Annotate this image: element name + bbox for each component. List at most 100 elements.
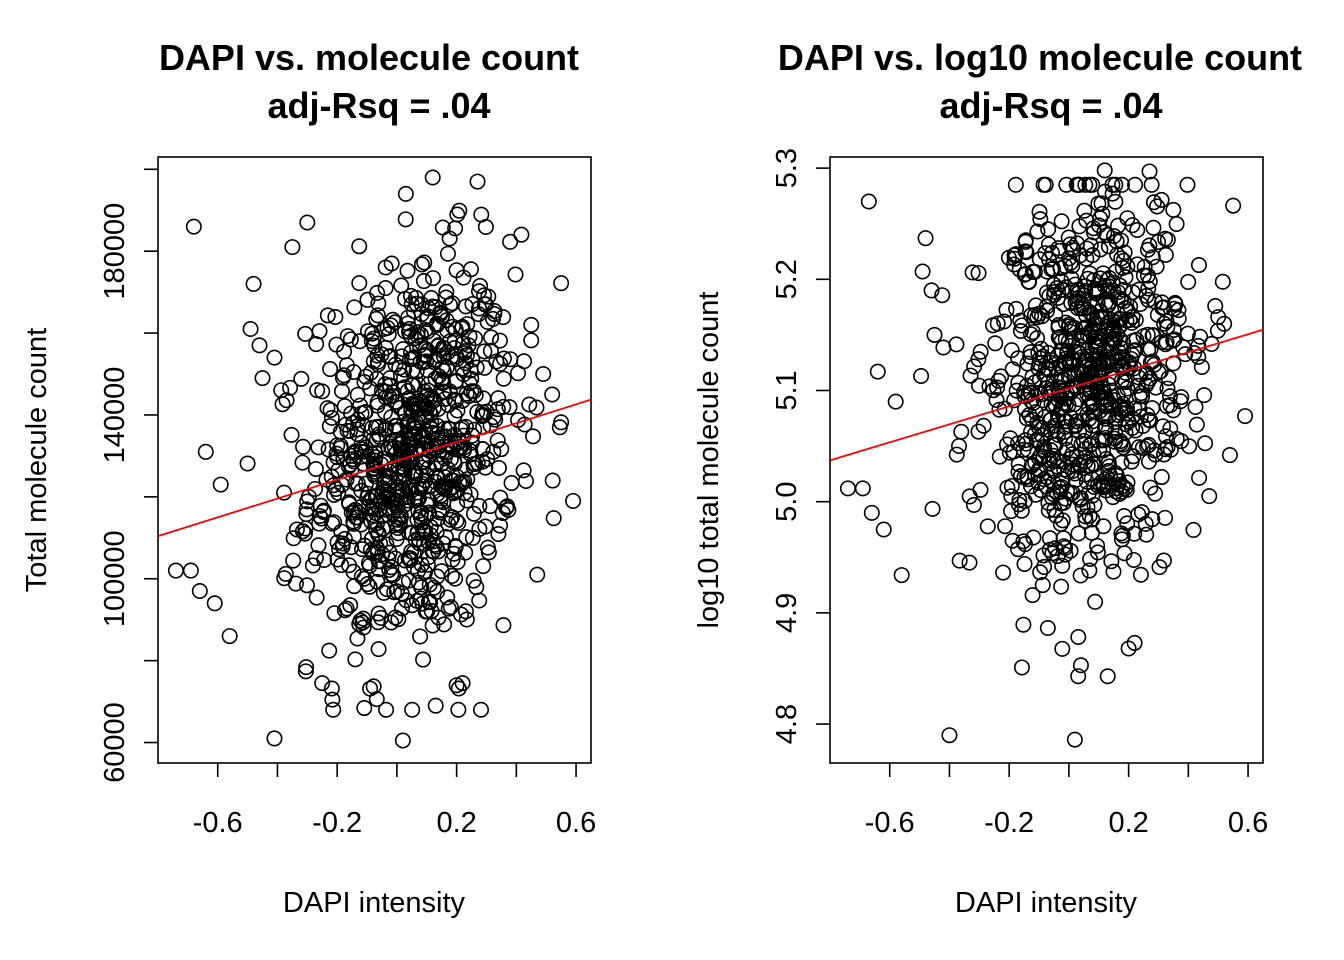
scatter-point	[362, 541, 379, 558]
scatter-point	[389, 511, 406, 528]
scatter-point	[1148, 258, 1165, 275]
scatter-point	[435, 348, 452, 365]
scatter-point	[1108, 263, 1125, 280]
scatter-point	[1024, 587, 1041, 604]
scatter-point	[346, 578, 363, 595]
scatter-point	[1103, 553, 1120, 570]
scatter-point	[312, 497, 329, 514]
scatter-point	[1130, 506, 1147, 523]
scatter-point	[1016, 555, 1033, 572]
scatter-point	[1018, 377, 1035, 394]
scatter-point	[417, 564, 434, 581]
scatter-point	[410, 531, 427, 548]
scatter-point	[535, 366, 552, 383]
scatter-point	[416, 454, 433, 471]
scatter-point	[1050, 426, 1067, 443]
x-tick-label-right: 0.2	[1108, 807, 1148, 839]
y-axis-label-left: Total molecule count	[21, 328, 53, 592]
scatter-point	[450, 514, 467, 531]
scatter-point	[393, 348, 410, 365]
scatter-point	[1027, 297, 1044, 314]
x-tick-label-right: -0.6	[865, 807, 915, 839]
scatter-point	[1049, 289, 1066, 306]
scatter-point	[310, 537, 327, 554]
y-tick-label-left: 100000	[99, 530, 131, 627]
scatter-point	[182, 562, 199, 579]
scatter-point	[990, 372, 1007, 389]
scatter-point	[1237, 408, 1254, 425]
scatter-point	[477, 218, 494, 235]
scatter-point	[1139, 267, 1156, 284]
scatter-point	[332, 440, 349, 457]
points-left	[167, 169, 582, 749]
scatter-point	[893, 567, 910, 584]
scatter-point	[1085, 224, 1102, 241]
scatter-point	[1027, 454, 1044, 471]
scatter-point	[355, 417, 372, 434]
scatter-point	[1157, 246, 1174, 263]
scatter-point	[1165, 201, 1182, 218]
scatter-point	[390, 525, 407, 542]
scatter-point	[1045, 260, 1062, 277]
scatter-point	[1168, 430, 1185, 447]
scatter-point	[254, 370, 271, 387]
scatter-point	[362, 680, 379, 697]
scatter-point	[278, 392, 295, 409]
scatter-point	[316, 551, 333, 568]
scatter-point	[1034, 577, 1051, 594]
scatter-point	[1062, 323, 1079, 340]
scatter-point	[1030, 384, 1047, 401]
scatter-point	[1105, 563, 1122, 580]
scatter-point	[285, 552, 302, 569]
scatter-point	[450, 680, 467, 697]
scatter-point	[413, 256, 430, 273]
scatter-point	[1144, 249, 1161, 266]
scatter-point	[1005, 256, 1022, 273]
scatter-point	[388, 531, 405, 548]
scatter-point	[1072, 247, 1089, 264]
scatter-point	[961, 554, 978, 571]
scatter-point	[437, 528, 454, 545]
scatter-point	[988, 391, 1005, 408]
scatter-point	[951, 438, 968, 455]
scatter-point	[288, 521, 305, 538]
scatter-point	[364, 500, 381, 517]
scatter-point	[453, 606, 470, 623]
scatter-point	[474, 441, 491, 458]
scatter-point	[1207, 297, 1224, 314]
scatter-point	[1140, 453, 1157, 470]
scatter-point	[311, 323, 328, 340]
scatter-point	[1136, 258, 1153, 275]
scatter-point	[212, 476, 229, 493]
scatter-point	[1040, 221, 1057, 238]
scatter-point	[1040, 361, 1057, 378]
scatter-point	[953, 423, 970, 440]
scatter-point	[409, 484, 426, 501]
scatter-point	[475, 558, 492, 575]
scatter-point	[975, 417, 992, 434]
chart-subtitle-left: adj-Rsq = .04	[267, 85, 490, 126]
scatter-point	[854, 480, 871, 497]
scatter-point	[1156, 315, 1173, 332]
scatter-point	[1159, 231, 1176, 248]
scatter-point	[251, 337, 268, 354]
chart-title-right: DAPI vs. log10 molecule count	[778, 37, 1302, 78]
scatter-point	[1112, 397, 1129, 414]
scatter-point	[1036, 471, 1053, 488]
scatter-point	[375, 584, 392, 601]
scatter-point	[329, 437, 346, 454]
scatter-point	[388, 583, 405, 600]
scatter-point	[1022, 348, 1039, 365]
scatter-point	[1099, 668, 1116, 685]
regression-line-right	[829, 328, 1264, 462]
scatter-point	[972, 343, 989, 360]
scatter-point	[1144, 400, 1161, 417]
scatter-point	[324, 515, 341, 532]
scatter-point	[1099, 297, 1116, 314]
scatter-point	[309, 382, 326, 399]
scatter-point	[1154, 418, 1171, 435]
y-tick-label-right: 4.8	[771, 704, 803, 744]
scatter-point	[1017, 265, 1034, 282]
scatter-point	[860, 193, 877, 210]
scatter-point	[483, 329, 500, 346]
